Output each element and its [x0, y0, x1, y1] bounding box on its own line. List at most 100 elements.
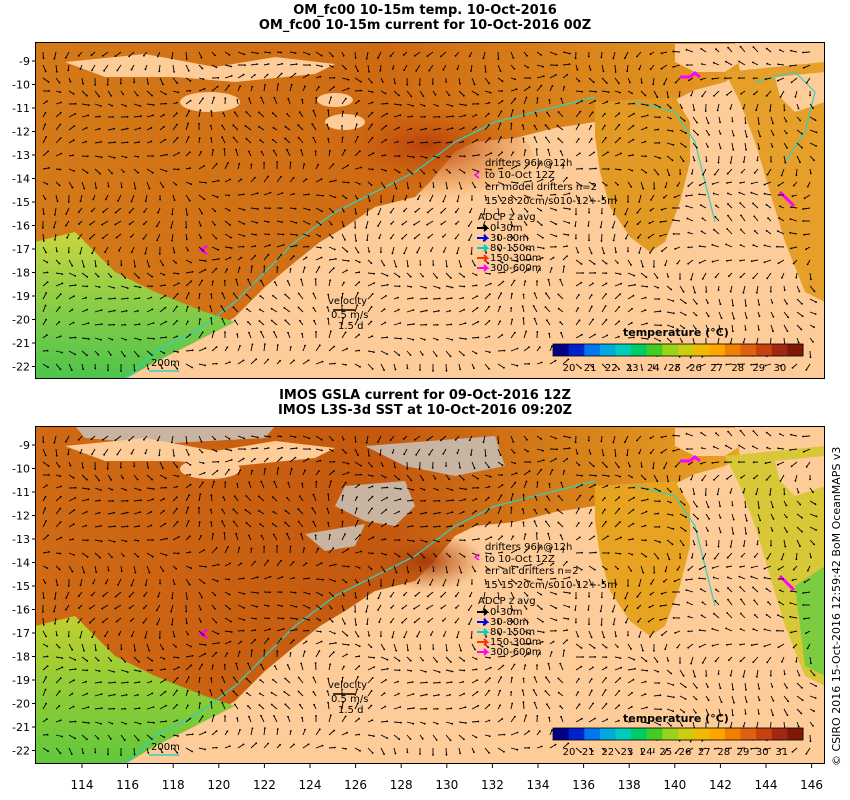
- velocity-arrow-head: [455, 607, 457, 609]
- velocity-arrow: [640, 322, 648, 326]
- velocity-arrow-head: [139, 489, 142, 491]
- velocity-arrow-head: [659, 221, 662, 223]
- velocity-arrow: [613, 233, 616, 241]
- velocity-arrow-head: [812, 341, 814, 343]
- velocity-arrow: [341, 98, 347, 105]
- velocity-arrow: [549, 469, 553, 476]
- velocity-arrow-head: [251, 265, 253, 268]
- velocity-arrow-head: [272, 294, 274, 297]
- velocity-arrow: [129, 591, 135, 597]
- velocity-arrow: [614, 578, 617, 585]
- velocity-arrow-head: [542, 65, 544, 68]
- velocity-arrow-head: [215, 346, 218, 348]
- velocity-arrow: [419, 297, 427, 300]
- velocity-arrow-head: [232, 136, 235, 139]
- velocity-arrow: [401, 233, 408, 240]
- velocity-arrow-head: [698, 184, 701, 187]
- velocity-arrow: [806, 461, 811, 468]
- velocity-arrow-head: [617, 82, 620, 85]
- velocity-arrow-head: [396, 524, 399, 527]
- velocity-arrow-head: [776, 463, 779, 466]
- velocity-arrow-head: [786, 303, 788, 305]
- velocity-arrow-head: [74, 336, 77, 339]
- map-panel-observed: drifters 96h@12h to 10-Oct 12Z err alt d…: [35, 426, 825, 764]
- velocity-arrow-head: [477, 93, 479, 96]
- velocity-arrow-head: [173, 199, 176, 202]
- velocity-arrow: [146, 114, 154, 118]
- velocity-arrow-head: [254, 74, 256, 76]
- velocity-arrow-head: [589, 452, 592, 455]
- velocity-arrow-head: [144, 200, 147, 203]
- velocity-arrow-head: [413, 223, 416, 226]
- velocity-arrow: [726, 363, 733, 365]
- velocity-arrow-head: [266, 73, 269, 76]
- velocity-arrow-head: [471, 199, 473, 201]
- gulf-of-carpentaria: [595, 481, 690, 636]
- velocity-arrow-head: [476, 295, 479, 297]
- velocity-arrow-head: [191, 349, 194, 352]
- velocity-arrow: [406, 525, 413, 528]
- velocity-arrow: [302, 193, 309, 196]
- velocity-arrow: [380, 272, 388, 277]
- velocity-arrow: [250, 177, 256, 183]
- velocity-arrow: [211, 564, 219, 567]
- velocity-arrow-head: [797, 107, 800, 110]
- velocity-arrow: [55, 112, 62, 118]
- velocity-arrow-head: [317, 163, 320, 166]
- velocity-arrow-head: [357, 251, 360, 254]
- velocity-arrow-head: [783, 289, 786, 292]
- velocity-arrow-head: [669, 491, 672, 493]
- velocity-arrow: [796, 155, 801, 163]
- velocity-arrow-head: [685, 205, 688, 208]
- velocity-arrow: [54, 233, 57, 240]
- velocity-arrow-head: [784, 545, 787, 548]
- velocity-arrow-head: [462, 524, 464, 527]
- velocity-arrow-head: [713, 61, 715, 64]
- velocity-arrow-head: [331, 55, 334, 58]
- velocity-arrow: [795, 552, 798, 560]
- velocity-arrow-head: [170, 610, 173, 613]
- velocity-arrow-head: [438, 499, 441, 502]
- velocity-arrow: [557, 509, 564, 515]
- velocity-arrow-head: [254, 245, 257, 247]
- velocity-arrow-head: [187, 506, 190, 509]
- velocity-arrow-head: [534, 111, 537, 114]
- velocity-arrow-head: [501, 261, 504, 264]
- velocity-arrow: [764, 244, 772, 248]
- velocity-arrow-head: [346, 634, 349, 637]
- velocity-arrow-head: [201, 212, 203, 215]
- velocity-arrow: [42, 551, 50, 554]
- velocity-arrow: [258, 112, 265, 118]
- velocity-arrow: [42, 617, 45, 625]
- velocity-arrow-head: [470, 253, 473, 255]
- velocity-arrow-head: [644, 296, 647, 299]
- velocity-arrow-head: [65, 597, 68, 599]
- velocity-arrow-head: [150, 296, 153, 299]
- velocity-arrow-head: [512, 151, 515, 154]
- velocity-arrow: [102, 591, 109, 597]
- velocity-arrow-head: [715, 588, 717, 591]
- velocity-arrow-head: [799, 119, 802, 122]
- velocity-arrow: [42, 448, 47, 456]
- velocity-arrow: [185, 259, 192, 263]
- velocity-arrow: [653, 310, 661, 313]
- velocity-label: velocity: [328, 296, 367, 307]
- velocity-arrow: [612, 220, 616, 228]
- velocity-arrow-head: [740, 598, 742, 601]
- velocity-arrow-head: [627, 634, 629, 637]
- velocity-arrow-head: [46, 261, 49, 264]
- velocity-arrow-head: [510, 506, 513, 509]
- velocity-arrow: [120, 512, 128, 515]
- velocity-arrow-head: [242, 629, 245, 632]
- velocity-arrow-head: [700, 230, 703, 233]
- velocity-arrow: [159, 307, 166, 313]
- colorbar-segment: [740, 344, 757, 356]
- velocity-arrow-head: [371, 368, 374, 370]
- velocity-arrow: [276, 628, 284, 632]
- velocity-arrow-head: [54, 622, 56, 625]
- velocity-arrow-head: [649, 209, 652, 212]
- velocity-arrow-head: [772, 315, 775, 318]
- velocity-arrow: [131, 630, 135, 637]
- velocity-arrow-head: [334, 580, 337, 583]
- velocity-arrow: [640, 487, 648, 490]
